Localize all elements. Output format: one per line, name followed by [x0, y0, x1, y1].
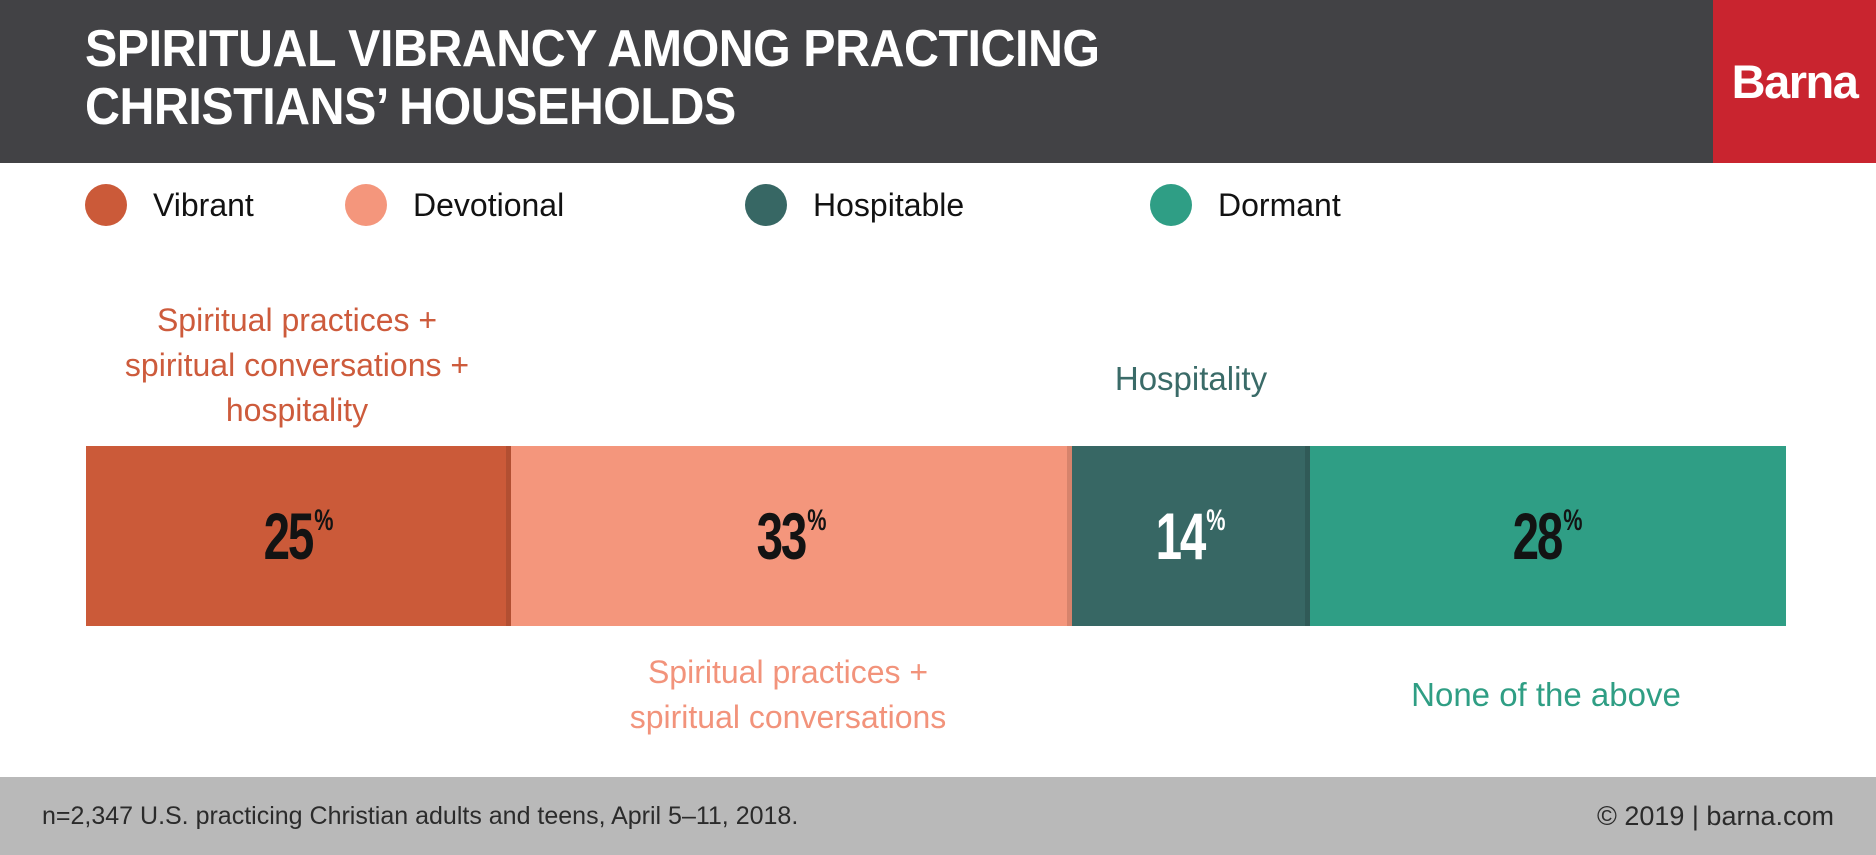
percent-sign: %	[1206, 504, 1226, 537]
devotional-swatch-icon	[345, 184, 387, 226]
percent-sign: %	[807, 504, 827, 537]
annotation-line: Hospitality	[1114, 360, 1268, 397]
segment-value-number: 28	[1513, 499, 1564, 573]
footer: n=2,347 U.S. practicing Christian adults…	[0, 777, 1876, 855]
segment-value-devotional: 33 %	[757, 503, 827, 569]
annotation-devotional: Spiritual practices + spiritual conversa…	[538, 650, 1038, 740]
annotation-line: None of the above	[1411, 676, 1681, 713]
annotation-dormant: None of the above	[1346, 676, 1746, 714]
vibrant-swatch-icon	[85, 184, 127, 226]
segment-value-number: 33	[756, 499, 808, 573]
segment-value-dormant: 28 %	[1513, 503, 1583, 569]
bar-segment-dormant: 28 %	[1310, 446, 1786, 626]
legend-label-devotional: Devotional	[413, 186, 565, 223]
annotation-line: hospitality	[225, 392, 369, 428]
segment-value-number: 25	[263, 499, 315, 573]
annotation-line: spiritual conversations +	[124, 347, 470, 383]
percent-sign: %	[314, 504, 334, 537]
annotation-line: Spiritual practices +	[156, 302, 438, 338]
legend-item-hospitable: Hospitable	[745, 181, 964, 229]
copyright-note: © 2019 | barna.com	[1596, 800, 1834, 831]
annotation-line: Spiritual practices +	[647, 654, 929, 690]
page-title: SPIRITUAL VIBRANCY AMONG PRACTICING CHRI…	[85, 20, 1100, 136]
legend-label-vibrant: Vibrant	[153, 186, 254, 223]
legend-item-dormant: Dormant	[1150, 181, 1341, 229]
annotation-hospitable: Hospitality	[1041, 360, 1341, 398]
legend-item-devotional: Devotional	[345, 181, 564, 229]
title-line-1: SPIRITUAL VIBRANCY AMONG PRACTICING	[85, 20, 1100, 78]
percent-sign: %	[1563, 504, 1583, 537]
source-note: n=2,347 U.S. practicing Christian adults…	[42, 801, 799, 830]
legend: Vibrant Devotional Hospitable Dormant	[85, 181, 1685, 229]
legend-item-vibrant: Vibrant	[85, 181, 254, 229]
annotation-vibrant: Spiritual practices + spiritual conversa…	[67, 298, 527, 433]
stacked-bar: 25 % 33 % 14 % 28 %	[86, 446, 1786, 626]
barna-logo: Barna	[1713, 0, 1876, 163]
dormant-swatch-icon	[1150, 184, 1192, 226]
title-line-2: CHRISTIANS’ HOUSEHOLDS	[85, 78, 736, 136]
segment-value-vibrant: 25 %	[264, 503, 334, 569]
segment-value-number: 14	[1156, 499, 1207, 573]
bar-segment-vibrant: 25 %	[86, 446, 511, 626]
hospitable-swatch-icon	[745, 184, 787, 226]
bar-segment-hospitable: 14 %	[1072, 446, 1310, 626]
header: SPIRITUAL VIBRANCY AMONG PRACTICING CHRI…	[0, 0, 1876, 163]
annotation-line: spiritual conversations	[629, 699, 947, 735]
segment-value-hospitable: 14 %	[1156, 503, 1226, 569]
legend-label-dormant: Dormant	[1218, 186, 1341, 223]
legend-label-hospitable: Hospitable	[813, 186, 965, 223]
barna-logo-text: Barna	[1731, 55, 1859, 108]
bar-segment-devotional: 33 %	[511, 446, 1072, 626]
